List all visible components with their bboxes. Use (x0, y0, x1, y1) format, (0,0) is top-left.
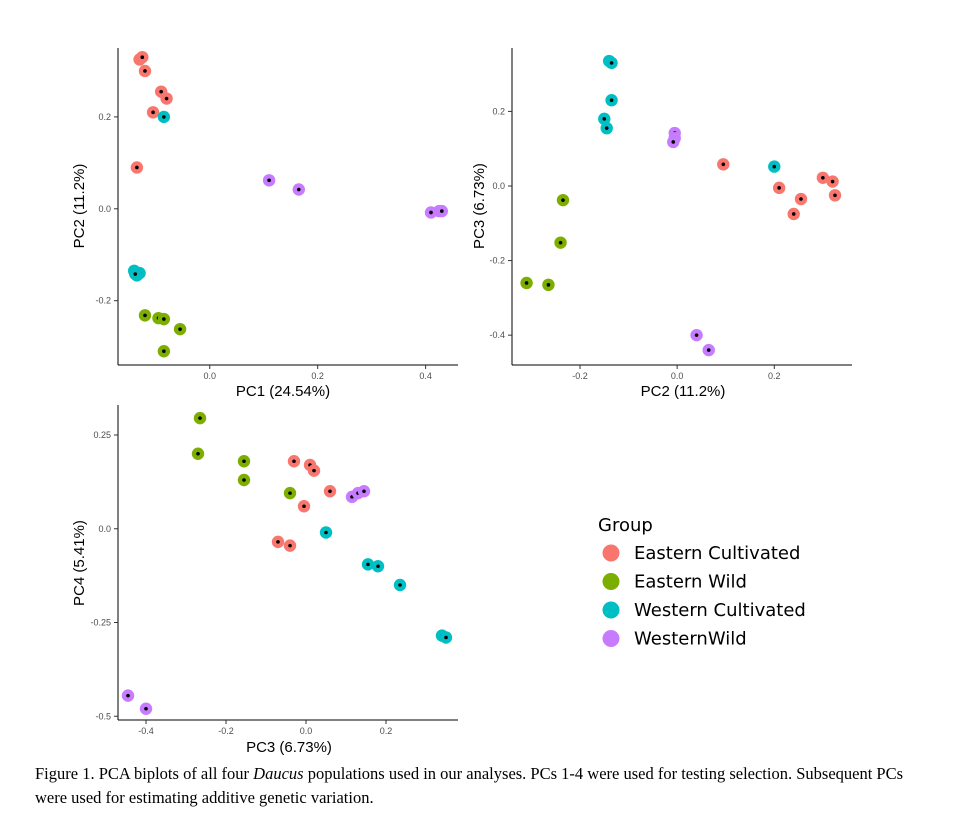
y-tick-label: 0.0 (492, 181, 505, 191)
data-point-center (133, 272, 138, 276)
data-point-center (143, 69, 147, 73)
y-tick-label: 0.0 (98, 524, 111, 534)
data-point-center (143, 313, 147, 318)
data-point-center (429, 210, 433, 215)
x-tick-label: 0.0 (671, 371, 684, 381)
data-point-center (162, 317, 166, 321)
data-point-center (604, 126, 609, 130)
y-tick-label: 0.2 (492, 106, 505, 116)
data-point-center (178, 327, 182, 331)
data-point-center (833, 193, 837, 198)
y-tick-label: -0.25 (90, 618, 111, 628)
x-tick-label: -0.2 (218, 726, 234, 736)
legend-label: Eastern Wild (634, 572, 747, 593)
data-point-center (296, 187, 301, 192)
pca-panel-pc1-pc2: 0.0 0.2 0.4 -0.2 0.0 0.2 PC1 (24.54%) PC2 (11.2… (71, 48, 458, 400)
legend: Group Eastern Cultivated Eastern Wild Weste… (598, 515, 806, 650)
data-point-center (162, 115, 166, 119)
data-point-center (164, 96, 169, 101)
y-tick-label: 0.0 (98, 204, 111, 214)
y-tick-label: -0.4 (489, 330, 505, 340)
data-point-center (324, 530, 328, 535)
data-point-center (830, 179, 835, 184)
data-point-center (362, 489, 366, 494)
data-point-center (312, 468, 316, 473)
legend-swatch (602, 601, 620, 619)
y-tick-label: -0.2 (95, 296, 111, 306)
caption-suffix: populations used in our analyses. PCs 1-… (35, 764, 904, 807)
y-axis-label: PC4 (5.41%) (71, 520, 88, 606)
data-point-center (126, 693, 130, 698)
legend-swatch (602, 630, 620, 647)
y-tick-label: 0.25 (93, 430, 111, 440)
legend-label: Western Cultivated (634, 600, 806, 621)
data-point-center (366, 562, 370, 567)
data-point-center (140, 55, 145, 59)
data-point-center (799, 197, 803, 201)
data-point-center (276, 540, 280, 544)
x-axis-label: PC1 (24.54%) (236, 383, 330, 400)
data-point-center (546, 283, 551, 287)
data-point-center (135, 165, 139, 170)
legend-swatch (602, 573, 620, 590)
y-tick-label: -0.2 (489, 256, 505, 266)
data-point-center (242, 478, 246, 482)
data-point-center (376, 564, 380, 569)
legend-title: Group (598, 515, 653, 536)
data-point-center (671, 140, 676, 144)
data-point-center (524, 281, 529, 285)
x-tick-label: -0.2 (572, 371, 588, 381)
figure-caption: Figure 1. PCA biplots of all four Daucus… (35, 762, 915, 810)
x-tick-label: 0.2 (768, 371, 781, 381)
x-tick-label: 0.4 (419, 371, 432, 381)
x-tick-label: -0.4 (138, 726, 154, 736)
data-point-center (198, 416, 202, 420)
y-axis-label: PC3 (6.73%) (471, 163, 488, 249)
pca-panel-pc3-pc4: -0.4 -0.2 0.0 0.2 -0.5 -0.25 0.0 0.25 PC3 (6.73%… (71, 405, 458, 756)
data-point-center (288, 543, 292, 548)
legend-label: Eastern Cultivated (634, 543, 800, 564)
x-tick-label: 0.0 (203, 371, 216, 381)
data-point-center (558, 240, 563, 245)
data-point-center (609, 98, 614, 103)
data-point-center (267, 178, 271, 183)
legend-label: WesternWild (634, 629, 747, 650)
x-tick-label: 0.0 (300, 726, 313, 736)
caption-italic: Daucus (253, 764, 304, 783)
data-point-center (159, 89, 163, 94)
data-point-center (609, 61, 614, 65)
y-tick-label: -0.5 (95, 711, 111, 721)
x-axis-label: PC3 (6.73%) (246, 739, 332, 756)
data-point-center (151, 110, 155, 115)
y-tick-label: 0.2 (98, 112, 111, 122)
y-axis-label: PC2 (11.2%) (71, 164, 88, 249)
x-tick-label: 0.2 (380, 726, 393, 736)
data-point-center (288, 491, 292, 495)
data-point-center (694, 333, 699, 337)
x-tick-label: 0.2 (311, 371, 324, 381)
data-point-center (706, 348, 711, 352)
caption-prefix: Figure 1. PCA biplots of all four (35, 764, 254, 783)
data-point-center (777, 186, 781, 190)
pca-panel-pc2-pc3: -0.2 0.0 0.2 -0.4 -0.2 0.0 0.2 PC2 (11.2%) PC3 (… (471, 48, 852, 400)
data-point-center (444, 635, 448, 640)
data-point-center (328, 489, 332, 494)
data-point-center (561, 198, 565, 202)
data-point-center (821, 175, 825, 180)
data-point-center (602, 117, 607, 121)
data-point-center (144, 706, 148, 711)
data-point-center (440, 209, 444, 213)
x-axis-label: PC2 (11.2%) (641, 383, 726, 400)
figure-canvas: 0.0 0.2 0.4 -0.2 0.0 0.2 PC1 (24.54%) PC2 (11.2… (71, 48, 852, 756)
data-point-center (398, 583, 402, 587)
data-point-center (162, 349, 166, 354)
data-point-center (302, 504, 306, 509)
data-point-center (772, 164, 777, 169)
legend-swatch (602, 544, 620, 562)
data-point-center (292, 459, 296, 464)
data-point-center (791, 212, 796, 216)
data-point-center (196, 451, 200, 456)
data-point-center (721, 162, 726, 167)
data-point-center (242, 459, 246, 464)
